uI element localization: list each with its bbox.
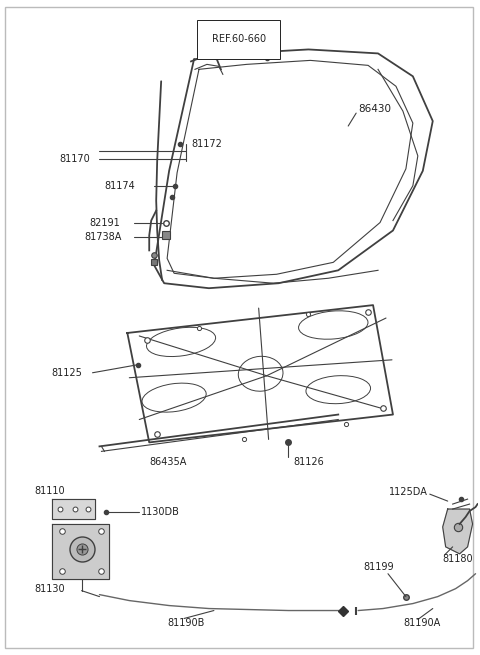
Text: 81130: 81130 — [35, 584, 65, 593]
Text: 82191: 82191 — [90, 217, 120, 227]
Text: REF.60-660: REF.60-660 — [212, 35, 266, 45]
Text: 81170: 81170 — [60, 154, 90, 164]
Polygon shape — [443, 509, 472, 554]
Text: 81172: 81172 — [191, 139, 222, 149]
Text: 81738A: 81738A — [84, 233, 122, 242]
Text: 81180: 81180 — [443, 553, 473, 564]
Polygon shape — [52, 499, 95, 519]
Text: 86435A: 86435A — [149, 457, 187, 467]
Text: 81125: 81125 — [52, 367, 83, 378]
Text: 81199: 81199 — [363, 562, 394, 572]
Text: 81174: 81174 — [105, 181, 135, 191]
Text: 81110: 81110 — [35, 486, 65, 496]
Text: 1125DA: 1125DA — [389, 487, 428, 497]
Text: 1130DB: 1130DB — [141, 507, 180, 517]
Text: 81190A: 81190A — [403, 618, 440, 628]
Text: 81190B: 81190B — [167, 618, 204, 628]
Polygon shape — [52, 524, 109, 579]
Text: 86430: 86430 — [358, 104, 391, 114]
Text: 81126: 81126 — [293, 457, 324, 467]
